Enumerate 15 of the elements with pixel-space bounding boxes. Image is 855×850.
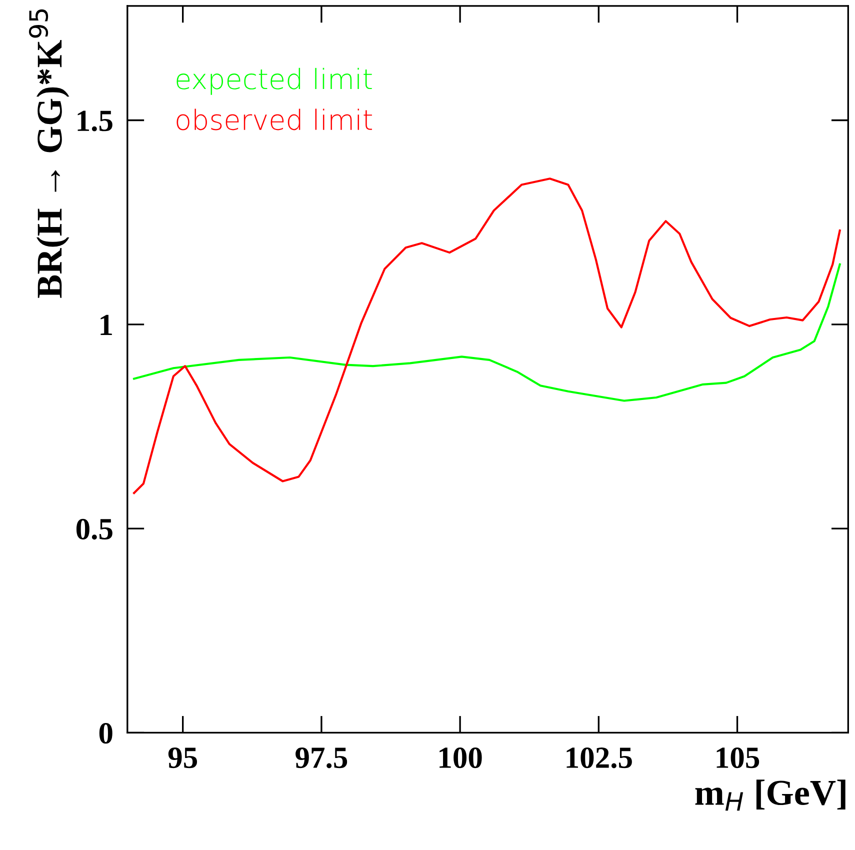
y-tick-label: 1.5 [78,110,112,132]
x-tick-label: 102.5 [566,747,632,768]
y-tick-label: 0.5 [76,518,112,540]
x-tick-label: 95 [168,748,197,768]
x-tick-label: 97.5 [296,748,348,768]
y-tick-label: 1 [100,314,112,336]
y-tick-label: 0 [99,722,112,744]
y-axis-title: BR(H → GG)*K$^{95}$ [28,9,70,298]
x-tick-label: 100 [440,747,482,768]
text: expected limit [176,68,372,95]
x-axis-title: m$_{H}$ [GeV] [695,780,846,811]
x-tick-label: 105 [716,747,760,768]
line-series [133,263,841,402]
text: observed limit [176,108,372,130]
line-series [133,178,841,494]
